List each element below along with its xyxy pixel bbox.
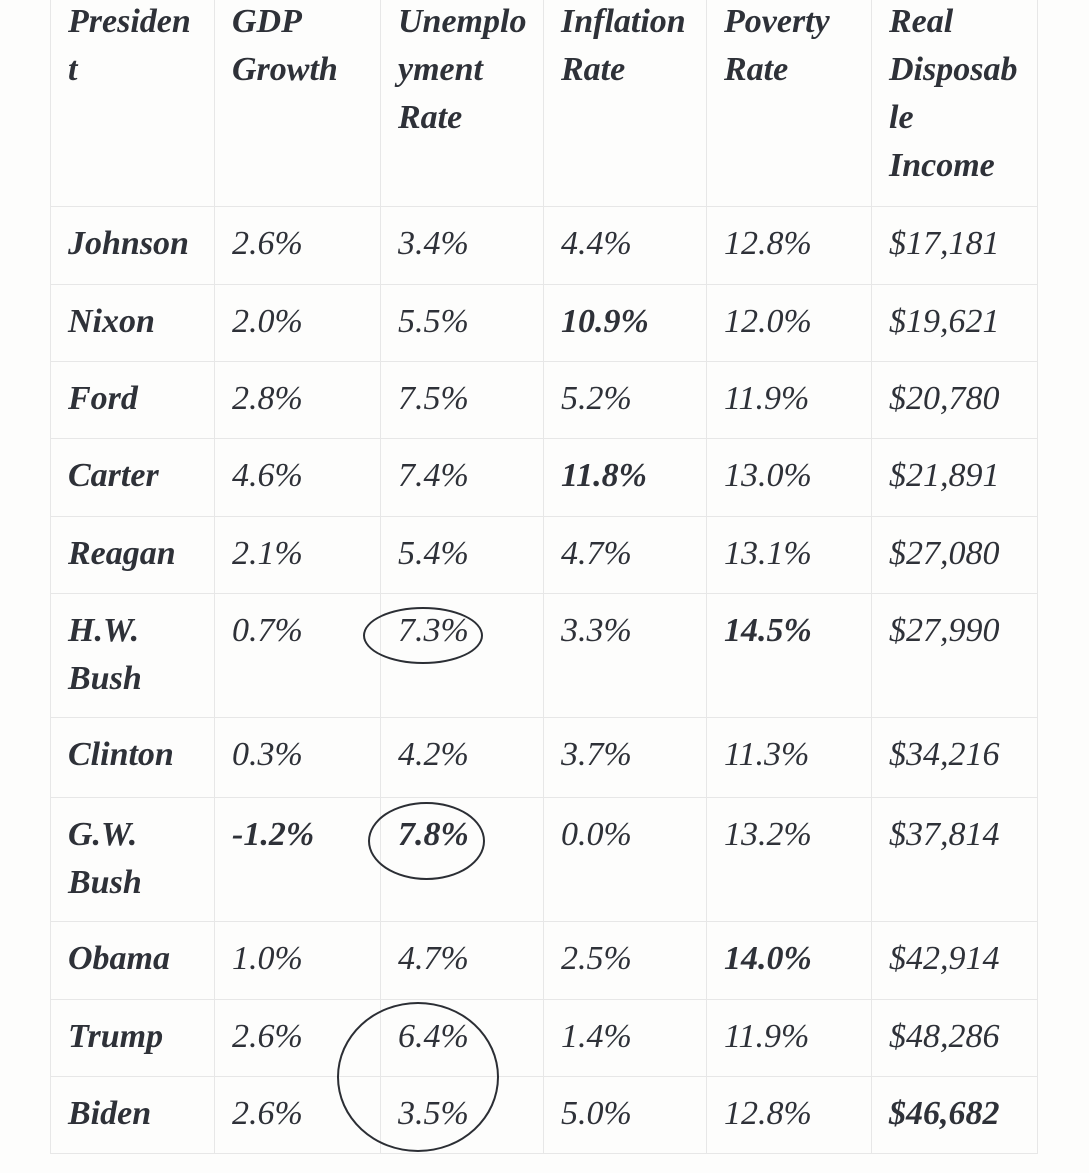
cell-inflation-rate: 3.3% (543, 593, 707, 718)
cell-gdp-growth: 2.6% (214, 206, 381, 285)
cell-poverty-rate: 14.5% (706, 593, 872, 718)
cell-inflation-rate: 5.0% (543, 1076, 707, 1154)
cell-gdp-growth: 2.6% (214, 999, 381, 1077)
cell-inflation-rate: 4.7% (543, 516, 707, 594)
cell-inflation-rate: 5.2% (543, 361, 707, 439)
cell-real-disposable-income: $37,814 (871, 797, 1038, 922)
cell-poverty-rate: 13.2% (706, 797, 872, 922)
cell-gdp-growth: -1.2% (214, 797, 381, 922)
cell-president: Trump (50, 999, 215, 1077)
cell-inflation-rate: 4.4% (543, 206, 707, 285)
cell-real-disposable-income: $48,286 (871, 999, 1038, 1077)
cell-poverty-rate: 13.1% (706, 516, 872, 594)
presidents-economy-table: Presiden t GDP Growth Unemplo yment Rate… (50, 0, 1038, 1154)
cell-real-disposable-income: $17,181 (871, 206, 1038, 285)
header-cell-unemployment-rate: Unemplo yment Rate (380, 0, 544, 207)
cell-gdp-growth: 2.6% (214, 1076, 381, 1154)
header-cell-inflation-rate: Inflation Rate (543, 0, 707, 207)
table-row-biden: Biden 2.6% 3.5% 5.0% 12.8% $46,682 (50, 1076, 1038, 1154)
cell-unemployment-rate: 3.4% (380, 206, 544, 285)
cell-gdp-growth: 2.8% (214, 361, 381, 439)
cell-gdp-growth: 2.0% (214, 284, 381, 362)
table-row-carter: Carter 4.6% 7.4% 11.8% 13.0% $21,891 (50, 438, 1038, 517)
cell-poverty-rate: 12.8% (706, 206, 872, 285)
cell-inflation-rate: 0.0% (543, 797, 707, 922)
cell-poverty-rate: 14.0% (706, 921, 872, 1000)
cell-inflation-rate: 2.5% (543, 921, 707, 1000)
cell-president: Biden (50, 1076, 215, 1154)
cell-real-disposable-income: $34,216 (871, 717, 1038, 798)
cell-real-disposable-income: $27,990 (871, 593, 1038, 718)
cell-poverty-rate: 13.0% (706, 438, 872, 517)
cell-gdp-growth: 0.3% (214, 717, 381, 798)
cell-president: G.W. Bush (50, 797, 215, 922)
cell-poverty-rate: 12.8% (706, 1076, 872, 1154)
cell-real-disposable-income: $27,080 (871, 516, 1038, 594)
cell-real-disposable-income: $19,621 (871, 284, 1038, 362)
table-row-obama: Obama 1.0% 4.7% 2.5% 14.0% $42,914 (50, 921, 1038, 1000)
cell-president: H.W. Bush (50, 593, 215, 718)
cell-president: Johnson (50, 206, 215, 285)
table-row-johnson: Johnson 2.6% 3.4% 4.4% 12.8% $17,181 (50, 206, 1038, 285)
cell-inflation-rate: 11.8% (543, 438, 707, 517)
header-cell-real-disposable-income: Real Disposab le Income (871, 0, 1038, 207)
cell-president: Carter (50, 438, 215, 517)
table-row-reagan: Reagan 2.1% 5.4% 4.7% 13.1% $27,080 (50, 516, 1038, 594)
cell-inflation-rate: 1.4% (543, 999, 707, 1077)
cell-inflation-rate: 10.9% (543, 284, 707, 362)
cell-unemployment-rate: 4.2% (380, 717, 544, 798)
cell-inflation-rate: 3.7% (543, 717, 707, 798)
cell-unemployment-rate: 7.8% (380, 797, 544, 922)
header-row: Presiden t GDP Growth Unemplo yment Rate… (50, 0, 1038, 207)
cell-gdp-growth: 4.6% (214, 438, 381, 517)
cell-gdp-growth: 0.7% (214, 593, 381, 718)
cell-poverty-rate: 11.9% (706, 999, 872, 1077)
cell-real-disposable-income: $21,891 (871, 438, 1038, 517)
cell-unemployment-rate: 7.5% (380, 361, 544, 439)
cell-real-disposable-income: $42,914 (871, 921, 1038, 1000)
cell-unemployment-rate: 3.5% (380, 1076, 544, 1154)
table-row-nixon: Nixon 2.0% 5.5% 10.9% 12.0% $19,621 (50, 284, 1038, 362)
table-row-hw-bush: H.W. Bush 0.7% 7.3% 3.3% 14.5% $27,990 (50, 593, 1038, 718)
cell-gdp-growth: 2.1% (214, 516, 381, 594)
table-row-trump: Trump 2.6% 6.4% 1.4% 11.9% $48,286 (50, 999, 1038, 1077)
cell-president: Clinton (50, 717, 215, 798)
cell-unemployment-rate: 7.4% (380, 438, 544, 517)
cell-poverty-rate: 12.0% (706, 284, 872, 362)
header-cell-poverty-rate: Poverty Rate (706, 0, 872, 207)
cell-gdp-growth: 1.0% (214, 921, 381, 1000)
cell-unemployment-rate: 7.3% (380, 593, 544, 718)
cell-unemployment-rate: 5.5% (380, 284, 544, 362)
cell-unemployment-rate: 4.7% (380, 921, 544, 1000)
cell-president: Reagan (50, 516, 215, 594)
header-cell-president: Presiden t (50, 0, 215, 207)
cell-president: Nixon (50, 284, 215, 362)
table-row-gw-bush: G.W. Bush -1.2% 7.8% 0.0% 13.2% $37,814 (50, 797, 1038, 922)
cell-president: Obama (50, 921, 215, 1000)
cell-real-disposable-income: $20,780 (871, 361, 1038, 439)
cell-unemployment-rate: 6.4% (380, 999, 544, 1077)
cell-real-disposable-income: $46,682 (871, 1076, 1038, 1154)
cell-president: Ford (50, 361, 215, 439)
cell-poverty-rate: 11.3% (706, 717, 872, 798)
cell-unemployment-rate: 5.4% (380, 516, 544, 594)
header-cell-gdp-growth: GDP Growth (214, 0, 381, 207)
table-row-ford: Ford 2.8% 7.5% 5.2% 11.9% $20,780 (50, 361, 1038, 439)
table-row-clinton: Clinton 0.3% 4.2% 3.7% 11.3% $34,216 (50, 717, 1038, 798)
cell-poverty-rate: 11.9% (706, 361, 872, 439)
